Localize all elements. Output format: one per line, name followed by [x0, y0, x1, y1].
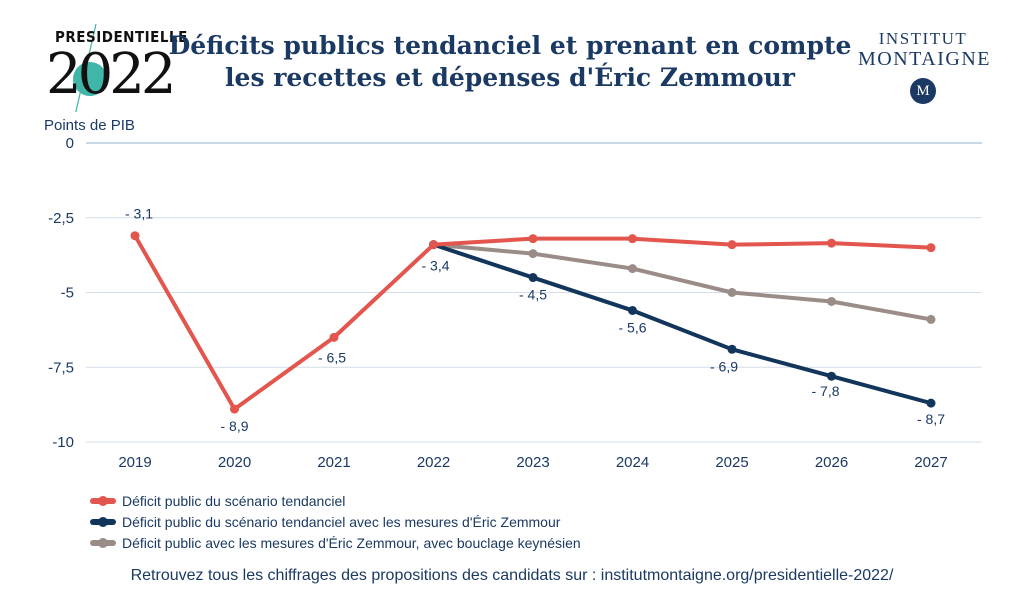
x-tick-label: 2024 — [616, 454, 649, 471]
series-line — [431, 242, 933, 322]
legend-item: Déficit public avec les mesures d'Éric Z… — [90, 532, 581, 553]
chart-title-line-2: les recettes et dépenses d'Éric Zemmour — [225, 63, 795, 92]
legend-swatch — [90, 495, 116, 506]
brand-badge: M — [910, 78, 936, 104]
legend-label: Déficit public du scénario tendanciel — [122, 492, 346, 509]
x-tick-label: 2023 — [516, 454, 549, 471]
data-label: - 5,6 — [618, 319, 646, 335]
y-tick-label: -2,5 — [48, 210, 74, 227]
data-label: - 8,9 — [220, 418, 248, 434]
y-tick-label: 0 — [66, 135, 74, 152]
data-point — [528, 234, 538, 244]
data-point — [727, 288, 737, 297]
logo-accent-circle — [73, 24, 107, 112]
data-point — [827, 371, 836, 381]
legend-item: Déficit public du scénario tendanciel — [90, 490, 581, 511]
x-tick-label: 2027 — [914, 454, 947, 471]
data-point — [926, 243, 936, 253]
x-tick-label: 2022 — [417, 454, 450, 471]
y-tick-label: -10 — [52, 434, 74, 451]
data-point — [528, 249, 538, 259]
data-point — [528, 273, 538, 283]
legend-swatch — [90, 516, 116, 527]
data-point — [628, 305, 637, 315]
brand-line-1: INSTITUT — [878, 29, 968, 48]
data-point — [429, 240, 438, 250]
legend-swatch — [90, 537, 116, 548]
x-tick-label: 2025 — [715, 454, 748, 471]
data-label: - 6,9 — [710, 358, 738, 374]
data-label: - 3,4 — [421, 258, 449, 274]
data-point — [628, 264, 637, 274]
y-axis-label: Points de PIB — [44, 117, 135, 134]
data-point — [827, 238, 836, 248]
y-tick-label: -5 — [61, 285, 74, 302]
brand-line-2: MONTAIGNE — [858, 48, 991, 70]
data-label: - 6,5 — [318, 349, 346, 365]
y-tick-label: -7,5 — [48, 359, 74, 376]
data-point — [329, 332, 339, 342]
data-label: - 8,7 — [917, 411, 945, 427]
legend-label: Déficit public avec les mesures d'Éric Z… — [122, 534, 581, 551]
data-label: - 7,8 — [811, 383, 839, 399]
data-point — [230, 404, 239, 414]
x-tick-label: 2020 — [218, 454, 251, 471]
logo-year: 2022 — [46, 42, 177, 107]
data-point — [827, 296, 836, 306]
legend-label: Déficit public du scénario tendanciel av… — [122, 513, 561, 530]
x-tick-label: 2019 — [118, 454, 151, 471]
presidentielle-2022-logo — [44, 24, 160, 112]
legend: Déficit public du scénario tendanciel Dé… — [90, 490, 581, 553]
chart-title: Déficits publics tendanciel et prenant e… — [150, 30, 870, 94]
logo-small-text: PRESIDENTIELLE — [55, 28, 188, 46]
data-point — [628, 234, 637, 244]
data-label: - 3,1 — [125, 206, 153, 222]
data-point — [926, 314, 936, 324]
data-point — [926, 398, 936, 408]
data-point — [727, 240, 737, 250]
chart-title-line-1: Déficits publics tendanciel et prenant e… — [168, 31, 852, 60]
data-point — [727, 344, 737, 354]
series-line — [431, 242, 933, 406]
x-tick-label: 2021 — [317, 454, 350, 471]
institut-montaigne-logo: INSTITUT MONTAIGNE M — [858, 29, 991, 104]
legend-item: Déficit public du scénario tendanciel av… — [90, 511, 581, 532]
data-point — [130, 231, 140, 241]
data-label: - 4,5 — [519, 287, 547, 303]
x-tick-label: 2026 — [815, 454, 848, 471]
footer-note: Retrouvez tous les chiffrages des propos… — [130, 567, 894, 584]
